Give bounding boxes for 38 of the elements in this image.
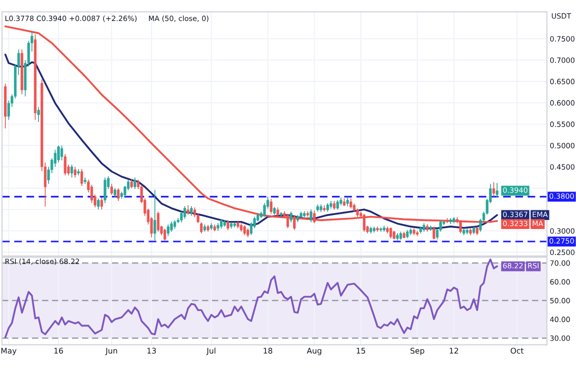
candlestick <box>432 226 436 240</box>
candlestick <box>186 204 190 216</box>
candlestick <box>60 145 64 161</box>
candlestick <box>110 183 113 195</box>
candlestick <box>496 182 498 198</box>
candlestick <box>270 198 272 214</box>
candlestick <box>117 188 120 202</box>
candlestick <box>310 209 312 223</box>
candlestick <box>156 211 160 232</box>
candlestick <box>389 227 392 239</box>
candlestick <box>164 228 166 241</box>
candlestick <box>104 177 106 204</box>
candlestick <box>97 198 100 210</box>
candlestick <box>134 177 136 190</box>
candlestick <box>64 154 66 176</box>
candlestick <box>243 224 246 236</box>
candlestick <box>114 188 116 198</box>
candlestick <box>80 168 84 186</box>
line-series <box>4 54 498 230</box>
candlestick <box>166 224 170 236</box>
candlestick <box>226 220 230 230</box>
candlestick <box>200 222 203 234</box>
candlestick <box>170 221 173 232</box>
candlestick <box>154 189 156 241</box>
candlestick <box>220 218 223 230</box>
candlestick <box>100 197 103 210</box>
candlestick <box>130 178 133 189</box>
candlestick <box>492 182 496 198</box>
candlestick <box>336 200 339 210</box>
candlestick <box>183 206 186 220</box>
candlestick <box>74 166 76 178</box>
candlestick <box>57 145 60 163</box>
candlestick <box>37 106 40 122</box>
candlestick <box>190 206 193 216</box>
candlestick <box>346 196 349 207</box>
candlestick <box>350 198 352 210</box>
candlestick <box>290 211 292 223</box>
candlestick <box>70 164 74 178</box>
